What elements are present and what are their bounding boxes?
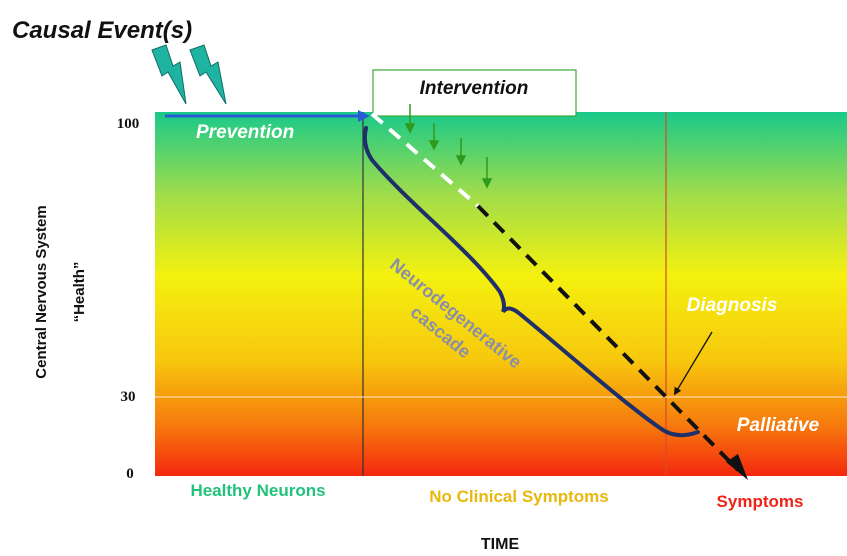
prevention-label: Prevention <box>196 122 294 143</box>
down-arrow-icon <box>455 155 467 166</box>
prevention-arrowhead <box>358 110 370 122</box>
y-tick-100: 100 <box>117 116 140 132</box>
phase-label-healthy: Healthy Neurons <box>190 481 325 500</box>
trajectory-arrowhead <box>726 454 748 480</box>
trajectory-dashed-dark <box>476 204 740 472</box>
phase-label-no-symptoms: No Clinical Symptoms <box>429 487 608 506</box>
intervention-label: Intervention <box>420 78 529 99</box>
down-arrow-icon <box>404 123 416 134</box>
decline-curve <box>362 126 700 438</box>
intervention-arrows <box>404 104 493 189</box>
down-arrow-icon <box>481 178 493 189</box>
diagnosis-label: Diagnosis <box>687 295 778 316</box>
y-tick-0: 0 <box>126 466 134 482</box>
trajectory-dashed-light <box>370 112 480 208</box>
diagnosis-pointer <box>673 331 713 396</box>
palliative-label: Palliative <box>737 415 820 436</box>
lightning-bolt-icon <box>189 44 227 105</box>
down-arrow-icon <box>428 140 440 151</box>
intervention-box <box>372 69 577 117</box>
diagram-title: Causal Event(s) <box>12 17 192 44</box>
y-axis-label-line2: “Health” <box>71 262 88 323</box>
y-tick-30: 30 <box>121 389 136 405</box>
phase-label-symptoms: Symptoms <box>717 492 804 511</box>
x-axis-label: TIME <box>481 536 520 553</box>
y-axis-label-line1: Central Nervous System <box>33 205 50 378</box>
lightning-bolt-icon <box>151 44 187 105</box>
